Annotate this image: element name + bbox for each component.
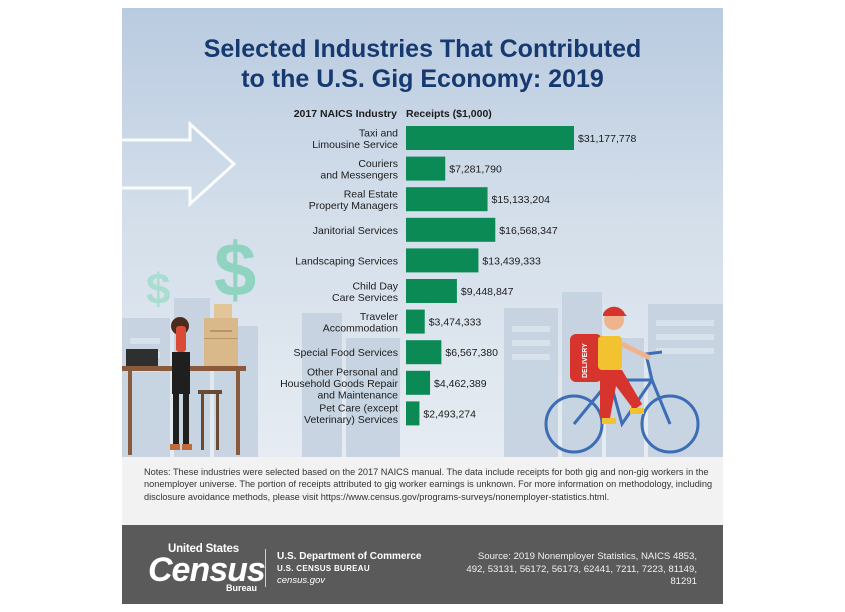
bar-chart: $31,177,778 Taxi and Limousine Service $7,2…: [280, 126, 637, 427]
bar-1: [406, 156, 446, 181]
dollar-icon-small: $: [146, 265, 170, 314]
bar-3: [406, 217, 496, 242]
category-label-6: Traveler Accommodation: [323, 311, 399, 335]
value-label-1: $7,281,790: [449, 164, 502, 176]
value-label-5: $9,448,847: [461, 286, 514, 298]
category-label-0: Taxi and Limousine Service: [312, 127, 398, 151]
footer-divider: [265, 549, 266, 587]
category-label-1: Couriers and Messengers: [320, 158, 398, 182]
value-label-2: $15,133,204: [492, 194, 551, 206]
category-label-7: Special Food Services: [294, 347, 398, 359]
bar-2: [406, 187, 488, 212]
hero-panel: $ $: [122, 8, 723, 457]
dollar-icon-large: $: [214, 228, 256, 313]
delivery-bag-label: DELIVERY: [582, 343, 589, 378]
value-label-8: $4,462,389: [434, 378, 487, 390]
category-column-header: 2017 NAICS Industry: [293, 108, 397, 120]
value-label-7: $6,567,380: [445, 347, 498, 359]
background-illustration: $ $: [122, 120, 723, 457]
bar-7: [406, 340, 442, 365]
department-name: U.S. Department of Commerce: [277, 551, 422, 562]
delivery-cyclist-illustration: DELIVERY: [544, 306, 700, 454]
census-logo: United States Census Bureau: [148, 543, 266, 593]
category-label-3: Janitorial Services: [313, 225, 398, 237]
category-label-9: Pet Care (except Veterinary) Services: [304, 403, 398, 427]
bar-0: [406, 126, 574, 150]
category-label-8: Other Personal and Household Goods Repair…: [280, 366, 398, 401]
bar-4: [406, 248, 479, 273]
value-column-header: Receipts ($1,000): [406, 108, 492, 120]
bar-5: [406, 279, 457, 303]
bar-9: [406, 401, 420, 426]
value-label-0: $31,177,778: [578, 133, 637, 145]
arrow-icon: [122, 120, 237, 208]
bar-6: [406, 309, 425, 334]
value-label-3: $16,568,347: [499, 225, 558, 237]
bureau-name: U.S. CENSUS BUREAU: [277, 564, 370, 573]
logo-census: Census: [148, 551, 266, 589]
infographic: $ $: [122, 8, 723, 604]
chart-title-line2: to the U.S. Gig Economy: 2019: [241, 65, 604, 93]
notes-text: Notes: These industries were selected ba…: [144, 467, 713, 502]
source-note: Source: 2019 Nonemployer Statistics, NAI…: [466, 551, 697, 587]
category-label-4: Landscaping Services: [295, 255, 398, 267]
chart-title: Selected Industries That Contributed to …: [122, 34, 723, 94]
department-block: U.S. Department of Commerce U.S. CENSUS …: [277, 551, 421, 587]
category-label-2: Real Estate Property Managers: [309, 188, 398, 212]
chart-title-line1: Selected Industries That Contributed: [203, 35, 642, 63]
footer: United States Census Bureau U.S. Departm…: [122, 525, 723, 604]
notes-panel: Notes: These industries were selected ba…: [122, 457, 723, 525]
value-label-4: $13,439,333: [482, 255, 541, 267]
value-label-6: $3,474,333: [429, 317, 482, 329]
logo-bureau: Bureau: [226, 583, 258, 593]
value-label-9: $2,493,274: [423, 408, 476, 420]
logo-united-states: United States: [168, 543, 239, 555]
category-label-5: Child Day Care Services: [332, 280, 399, 304]
woman-at-desk-illustration: [122, 304, 246, 455]
bar-8: [406, 370, 431, 395]
website-link[interactable]: census.gov: [277, 575, 326, 586]
